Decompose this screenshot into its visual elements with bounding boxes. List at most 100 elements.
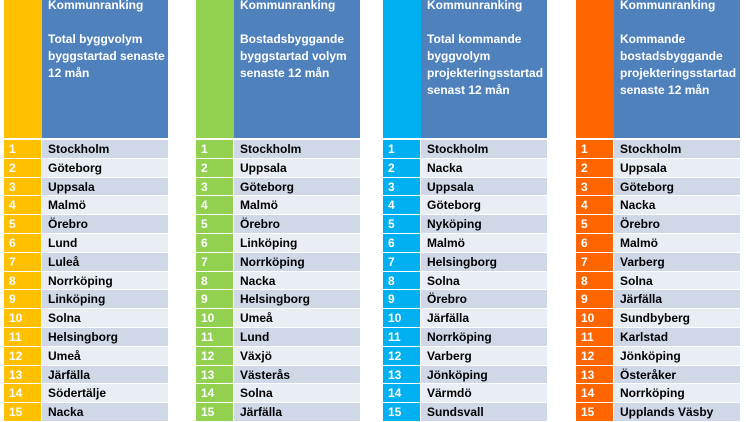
header-label: Kommunranking bbox=[620, 0, 716, 12]
municipality-cell: Solna bbox=[421, 271, 547, 290]
municipality-cell: Uppsala bbox=[42, 177, 168, 196]
rank-cell: 11 bbox=[196, 327, 234, 346]
municipality-cell: Karlstad bbox=[614, 327, 740, 346]
municipality-cell: Helsingborg bbox=[421, 252, 547, 271]
municipality-cell: Västerås bbox=[234, 365, 360, 384]
municipality-cell: Luleå bbox=[42, 252, 168, 271]
rank-cell: 9 bbox=[4, 290, 42, 309]
rank-cell: 10 bbox=[196, 309, 234, 327]
municipality-cell: Norrköping bbox=[234, 252, 360, 271]
table-row: 11 Helsingborg bbox=[4, 327, 168, 347]
rank-cell: 6 bbox=[383, 233, 421, 252]
table-row: 7 Varberg bbox=[576, 252, 740, 272]
table-row: 6 Linköping bbox=[196, 233, 360, 253]
rank-cell: 4 bbox=[196, 196, 234, 215]
header-accent-bar bbox=[196, 0, 234, 138]
municipality-cell: Malmö bbox=[234, 196, 360, 215]
municipality-cell: Uppsala bbox=[614, 158, 740, 177]
table-row: 8 Solna bbox=[576, 271, 740, 291]
table-row: 4 Göteborg bbox=[383, 196, 547, 216]
table-row: 12 Jönköping bbox=[576, 346, 740, 366]
rank-cell: 3 bbox=[383, 177, 421, 196]
header-description: Kommande bostadsbyggande projekteringsst… bbox=[620, 32, 737, 97]
table-row: 4 Malmö bbox=[196, 196, 360, 216]
rank-cell: 6 bbox=[196, 233, 234, 252]
ranking-rows: 1 Stockholm 2 Nacka 3 Uppsala 4 Göteborg 5 Nyköpi… bbox=[383, 140, 547, 422]
table-row: 13 Jönköping bbox=[383, 365, 547, 385]
municipality-cell: Örebro bbox=[234, 215, 360, 233]
municipality-cell: Norrköping bbox=[42, 271, 168, 290]
table-row: 13 Järfälla bbox=[4, 365, 168, 385]
header-accent-bar bbox=[383, 0, 421, 138]
municipality-cell: Uppsala bbox=[234, 158, 360, 177]
header-label: Kommunranking bbox=[48, 0, 144, 12]
table-row: 1 Stockholm bbox=[196, 140, 360, 159]
header-title-box: Kommunranking Kommande bostadsbyggande pr… bbox=[614, 0, 740, 138]
municipality-cell: Varberg bbox=[421, 346, 547, 365]
header-accent-bar bbox=[4, 0, 42, 138]
table-row: 12 Umeå bbox=[4, 346, 168, 366]
table-row: 7 Luleå bbox=[4, 252, 168, 272]
municipality-cell: Örebro bbox=[421, 290, 547, 309]
municipality-cell: Norrköping bbox=[614, 384, 740, 403]
municipality-cell: Nacka bbox=[614, 196, 740, 215]
rank-cell: 3 bbox=[576, 177, 614, 196]
municipality-cell: Lund bbox=[234, 327, 360, 346]
municipality-cell: Sundsvall bbox=[421, 403, 547, 421]
rank-cell: 15 bbox=[4, 403, 42, 421]
rank-cell: 12 bbox=[576, 346, 614, 365]
municipality-cell: Malmö bbox=[614, 233, 740, 252]
municipality-cell: Jönköping bbox=[421, 365, 547, 384]
header-title-box: Kommunranking Total byggvolym byggstartad… bbox=[42, 0, 168, 138]
table-row: 1 Stockholm bbox=[576, 140, 740, 159]
municipality-cell: Norrköping bbox=[421, 327, 547, 346]
rank-cell: 4 bbox=[383, 196, 421, 215]
rank-cell: 13 bbox=[4, 365, 42, 384]
rank-cell: 12 bbox=[4, 346, 42, 365]
rank-cell: 12 bbox=[383, 346, 421, 365]
rank-cell: 9 bbox=[576, 290, 614, 309]
rank-cell: 8 bbox=[576, 271, 614, 290]
municipality-cell: Nacka bbox=[421, 158, 547, 177]
table-row: 9 Helsingborg bbox=[196, 290, 360, 310]
rank-cell: 5 bbox=[383, 215, 421, 233]
table-row: 10 Umeå bbox=[196, 309, 360, 328]
rank-cell: 11 bbox=[576, 327, 614, 346]
table-row: 6 Malmö bbox=[576, 233, 740, 253]
municipality-cell: Varberg bbox=[614, 252, 740, 271]
municipality-cell: Malmö bbox=[421, 233, 547, 252]
rank-cell: 15 bbox=[383, 403, 421, 421]
municipality-cell: Malmö bbox=[42, 196, 168, 215]
municipality-cell: Helsingborg bbox=[234, 290, 360, 309]
table-row: 13 Västerås bbox=[196, 365, 360, 385]
rank-cell: 6 bbox=[576, 233, 614, 252]
table-row: 12 Varberg bbox=[383, 346, 547, 366]
rank-cell: 7 bbox=[196, 252, 234, 271]
table-row: 15 Nacka bbox=[4, 403, 168, 422]
table-row: 8 Solna bbox=[383, 271, 547, 291]
table-row: 15 Järfälla bbox=[196, 403, 360, 422]
municipality-cell: Järfälla bbox=[234, 403, 360, 421]
municipality-cell: Österåker bbox=[614, 365, 740, 384]
table-row: 7 Helsingborg bbox=[383, 252, 547, 272]
rank-cell: 11 bbox=[4, 327, 42, 346]
municipality-cell: Nacka bbox=[42, 403, 168, 421]
municipality-cell: Göteborg bbox=[42, 158, 168, 177]
table-row: 3 Uppsala bbox=[383, 177, 547, 197]
municipality-cell: Solna bbox=[234, 384, 360, 403]
municipality-cell: Stockholm bbox=[234, 140, 360, 158]
table-row: 2 Uppsala bbox=[196, 158, 360, 178]
municipality-cell: Linköping bbox=[42, 290, 168, 309]
table-row: 9 Linköping bbox=[4, 290, 168, 310]
municipality-cell: Stockholm bbox=[421, 140, 547, 158]
municipality-cell: Järfälla bbox=[421, 309, 547, 327]
rank-cell: 15 bbox=[196, 403, 234, 421]
municipality-cell: Lund bbox=[42, 233, 168, 252]
table-row: 9 Järfälla bbox=[576, 290, 740, 310]
ranking-table-1: Kommunranking Total byggvolym byggstartad… bbox=[4, 0, 168, 422]
municipality-cell: Linköping bbox=[234, 233, 360, 252]
table-row: 8 Nacka bbox=[196, 271, 360, 291]
table-row: 2 Nacka bbox=[383, 158, 547, 178]
table-header: Kommunranking Total kommande byggvolym pr… bbox=[383, 0, 547, 138]
rank-cell: 10 bbox=[4, 309, 42, 327]
